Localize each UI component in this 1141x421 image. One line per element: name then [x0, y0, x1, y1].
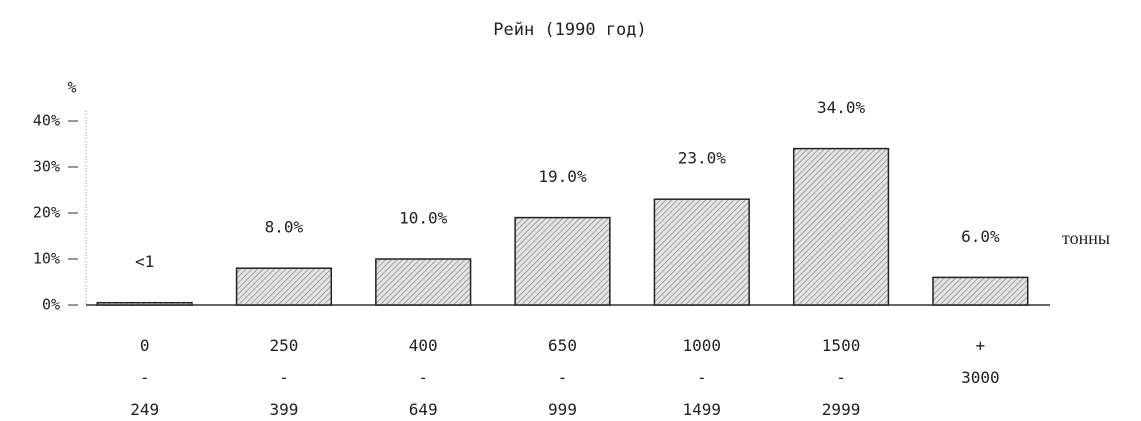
chart-title: Рейн (1990 год): [493, 20, 647, 40]
x-tick-label: 650 - 999: [548, 336, 577, 419]
x-tick-label: 400 - 649: [408, 336, 438, 419]
y-axis-label: %: [67, 79, 76, 97]
value-label: 34.0%: [817, 98, 866, 117]
bar: [653, 198, 750, 306]
y-tick-label: 10%: [33, 250, 60, 268]
value-label: 10.0%: [399, 209, 448, 228]
y-tick-label: 0%: [42, 296, 60, 314]
bar: [932, 276, 1029, 306]
x-tick-label: 1500 - 2999: [821, 336, 861, 419]
x-tick-label: + 3000: [961, 336, 1000, 387]
bar: [96, 301, 193, 306]
value-label: 6.0%: [961, 227, 1000, 246]
value-label: 19.0%: [538, 167, 587, 186]
bar: [375, 258, 472, 306]
bar: [235, 267, 333, 306]
y-tick-label: 40%: [33, 112, 60, 130]
y-tick-label: 20%: [33, 204, 60, 222]
x-tick-label: 0 - 249: [130, 336, 160, 419]
bar: [792, 147, 890, 306]
value-label: <1: [135, 252, 154, 271]
y-tick-label: 30%: [33, 158, 60, 176]
x-tick-label: 1000 - 1499: [682, 336, 722, 419]
value-label: 23.0%: [678, 149, 727, 168]
x-axis-label: тонны: [1062, 228, 1110, 248]
x-tick-label: 250 - 399: [269, 336, 299, 419]
value-label: 8.0%: [265, 218, 304, 237]
bar: [514, 216, 611, 306]
